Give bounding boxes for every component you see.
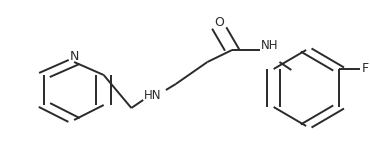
- Text: O: O: [214, 16, 224, 29]
- Text: NH: NH: [261, 39, 278, 52]
- Text: F: F: [362, 63, 369, 75]
- Text: N: N: [70, 50, 79, 63]
- Text: HN: HN: [144, 89, 162, 102]
